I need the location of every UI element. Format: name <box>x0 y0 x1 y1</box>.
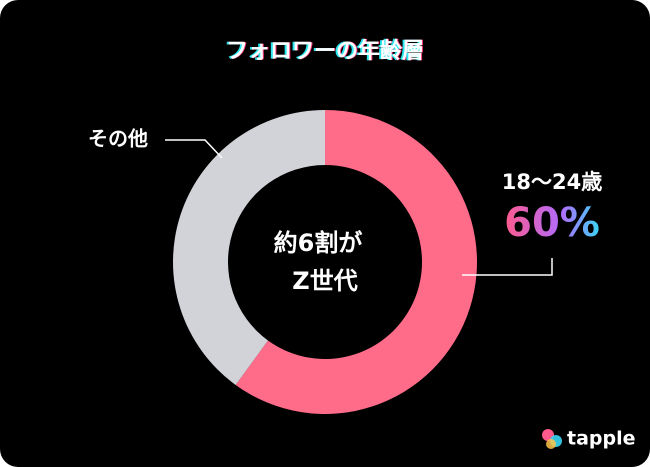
chart-title: フォロワーの年齢層 <box>226 38 424 64</box>
category-label: 18～24歳 <box>502 170 602 194</box>
center-text: 約6割が <box>274 229 363 257</box>
center-text: Z世代 <box>292 267 357 295</box>
brand: tapple <box>567 428 636 450</box>
donut <box>173 110 477 414</box>
logo-dot <box>546 439 556 449</box>
leader-line <box>462 258 553 276</box>
leader-line <box>165 139 223 159</box>
logo: tapple <box>542 428 636 450</box>
donut-segment <box>173 110 325 385</box>
category-label: その他 <box>88 127 148 151</box>
donut-segment <box>235 110 477 414</box>
value-label: 60% <box>504 200 600 246</box>
